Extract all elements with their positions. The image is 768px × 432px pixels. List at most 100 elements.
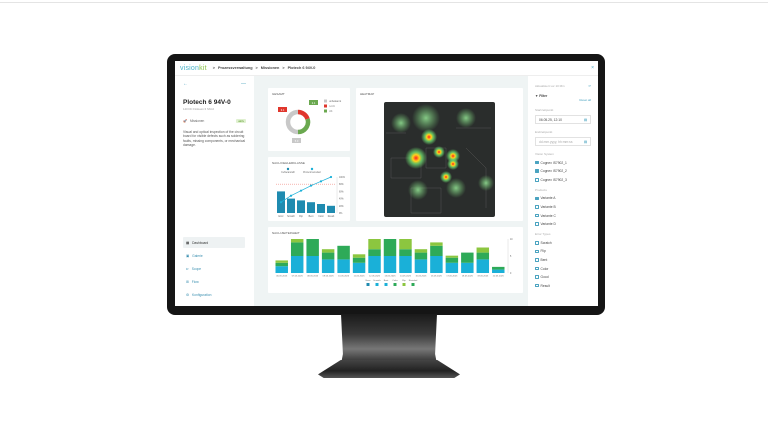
filter-checkbox[interactable]: Cognex IS7902_3 [535,178,591,182]
legend-label: Scratch [373,279,381,282]
stacked-bar-segment [275,260,288,263]
breadcrumb-item[interactable]: Prozessverwaltung [217,66,253,70]
checkbox-icon[interactable] [535,266,539,271]
start-date-input[interactable]: 06.05.25, 12:10 ▤ [535,115,591,124]
page-divider [0,2,768,3]
subtitle: 140 DC Finkuein 6 SNI-0 [183,107,215,111]
x-tick-label: 06.05.2025 [276,276,288,278]
legend-swatch [411,283,415,286]
checkbox-icon[interactable] [535,275,539,279]
x-tick-label: Scratch [287,215,296,218]
checkbox-icon[interactable] [535,213,539,218]
stacked-bar-segment [414,249,428,253]
y2-tick-label: 80% [339,184,344,186]
x-tick-label: Flip [299,216,303,218]
back-arrow-icon[interactable]: ← [183,81,188,87]
stacked-bar-segment [430,242,443,246]
stacked-bar-segment [306,256,319,273]
legend-swatch [375,283,379,286]
calendar-icon[interactable]: ▤ [583,117,587,122]
legend-label: Prozent kumuliert [303,171,321,174]
checkbox-icon[interactable] [535,196,539,201]
filter-checkbox[interactable]: Cognex IS7902_2 [535,169,591,173]
filter-icon: ▼ [535,94,539,98]
checkbox-icon[interactable] [535,169,539,173]
stacked-bar-segment [290,256,304,273]
cumulative-point [329,175,333,179]
nav-scope[interactable]: ⊳ Scope [186,266,202,271]
collapse-icon[interactable]: — [241,81,246,87]
y2-tick-label: 20% [339,206,344,208]
refresh-icon[interactable]: ⟳ [588,84,591,88]
pareto-bar [287,198,295,213]
flow-icon: ⊞ [186,279,189,284]
x-tick-label: 18.05.2025 [462,276,474,278]
y2-tick-label: 60% [339,191,344,193]
cumulative-point [309,184,313,187]
close-icon[interactable]: × [591,65,594,71]
filter-checkbox[interactable]: Scratch [535,241,591,245]
donut-callout-label: 2.1 [312,101,316,105]
card-pareto: NACH FEHLERKLASSE Fehleranzahl Prozent ku… [268,157,350,221]
description: Visual and optical inspection of the cir… [183,130,246,148]
stacked-bar-segment [290,239,304,243]
stacked-bar-segment [337,259,350,273]
breadcrumb-item[interactable]: Missionen [260,66,280,70]
scope-icon: ⊳ [186,266,189,271]
stacked-bar-segment [430,256,443,273]
filter-checkbox[interactable]: Good [535,275,591,279]
checkbox-icon[interactable] [535,205,539,209]
breadcrumb: > Prozessverwaltung > Missionen > Plotech 6… [212,66,316,70]
stacked-bar-segment [414,259,428,273]
end-date-input[interactable]: dd.mm.yyyy, hh:mm:ss ▤ [535,137,591,146]
x-tick-label: Error [278,215,283,218]
legend-label: Bent [384,279,389,282]
filter-panel: Aktualisiert vor 10 Min ⟳ ▼ Filter Reset … [535,84,591,288]
nav-galerie[interactable]: ▣ Galerie [186,253,203,258]
nav-konfiguration[interactable]: ⚙ Konfiguration [186,292,212,297]
logo[interactable]: visionkit [180,64,207,72]
filter-checkbox[interactable]: Variante C [535,214,591,218]
sidebar: ← — Plotech 6 94V-0 140 DC Finkuein 6 SN… [183,81,246,148]
checkbox-icon[interactable] [535,222,539,226]
stacked-bar-segment [321,252,335,260]
nav-flow[interactable]: ⊞ Flow [186,279,199,284]
filter-checkbox[interactable]: Cognex IS7902_1 [535,161,591,165]
stacked-bar-segment [352,257,366,263]
legend-label: Residual [409,280,418,282]
checkbox-icon[interactable] [535,241,539,245]
nav-dashboard[interactable]: ▦ Dashboard [183,237,245,248]
y-tick-label: 5 [510,256,512,258]
x-tick-label: 09.05.2025 [323,276,335,278]
stacked-bar-segment [399,256,412,273]
x-tick-label: 20.05.2025 [493,276,505,278]
filter-checkbox[interactable]: Bent [535,258,591,262]
x-tick-label: 16.05.2025 [431,276,443,278]
donut-callout [309,100,318,105]
filter-checkbox[interactable]: Result [535,284,591,288]
heatmap-hotspots [391,104,494,200]
breadcrumb-item[interactable]: Plotech 6 94V-0 [287,66,316,70]
filter-checkbox[interactable]: Color [535,267,591,271]
calendar-icon[interactable]: ▤ [583,139,587,144]
checkbox-icon[interactable] [535,178,539,182]
stacked-bar-segment [445,257,459,263]
heatmap-image [384,102,495,217]
checkbox-icon[interactable] [535,249,539,254]
stacked-bar-segment [461,262,474,273]
reset-all-button[interactable]: Reset all [579,98,591,102]
cumulative-point [319,180,323,183]
checkbox-icon[interactable] [535,160,539,165]
filter-checkbox[interactable]: Variante B [535,205,591,209]
stacked-bar-segment [368,256,381,273]
x-tick-label: 13.05.2025 [385,276,397,278]
filter-checkbox[interactable]: Variante A [535,196,591,200]
stacked-bar-segment [383,256,397,273]
stacked-bar-segment [399,249,412,256]
page-title: Plotech 6 94V-0 [183,99,231,106]
checkbox-icon[interactable] [535,283,539,288]
filter-checkbox[interactable]: Variante D [535,222,591,226]
checkbox-icon[interactable] [535,258,539,262]
filter-checkbox[interactable]: Flip [535,249,591,253]
stacked-bar-segment [383,239,397,256]
